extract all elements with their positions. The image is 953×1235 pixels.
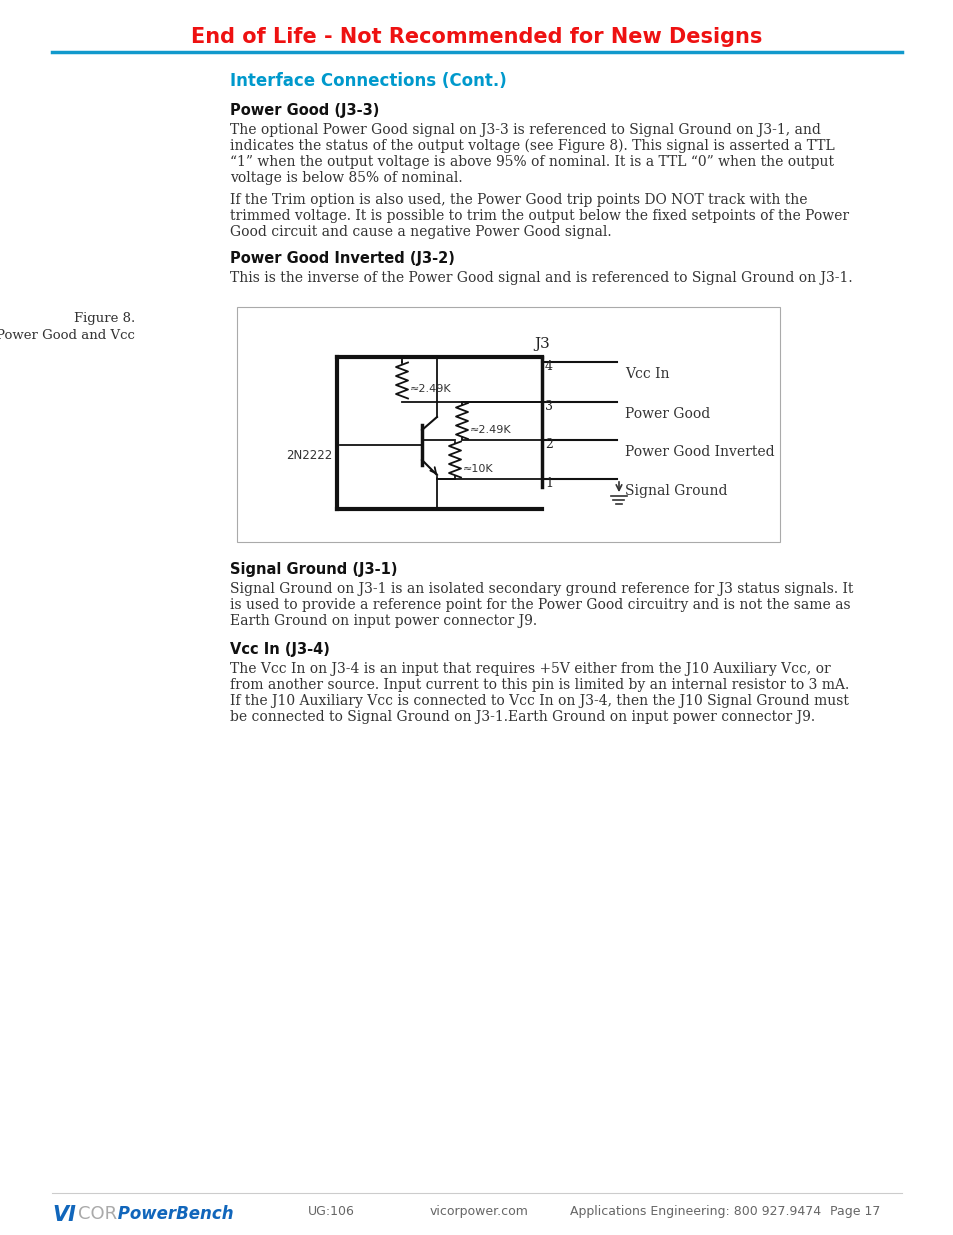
Text: Power Good Inverted: Power Good Inverted	[624, 445, 774, 459]
Text: indicates the status of the output voltage (see Figure 8). This signal is assert: indicates the status of the output volta…	[230, 140, 834, 153]
Text: Vcc In: Vcc In	[624, 367, 669, 382]
Text: 4: 4	[544, 359, 553, 373]
Text: ≈10K: ≈10K	[462, 463, 493, 473]
Text: If the Trim option is also used, the Power Good trip points DO NOT track with th: If the Trim option is also used, the Pow…	[230, 193, 806, 207]
Text: Page 17: Page 17	[829, 1205, 880, 1218]
Text: Signal Ground: Signal Ground	[624, 484, 727, 498]
Text: VI: VI	[52, 1205, 76, 1225]
Text: Good circuit and cause a negative Power Good signal.: Good circuit and cause a negative Power …	[230, 225, 611, 240]
Text: 3: 3	[544, 400, 553, 412]
Text: The optional Power Good signal on J3-3 is referenced to Signal Ground on J3-1, a: The optional Power Good signal on J3-3 i…	[230, 124, 820, 137]
Text: J3: J3	[534, 337, 549, 351]
Text: Power Good Inverted (J3-2): Power Good Inverted (J3-2)	[230, 251, 455, 266]
Bar	[236, 308, 780, 542]
Text: is used to provide a reference point for the Power Good circuitry and is not the: is used to provide a reference point for…	[230, 598, 850, 613]
Text: End of Life - Not Recommended for New Designs: End of Life - Not Recommended for New De…	[192, 27, 761, 47]
Text: Vcc In (J3-4): Vcc In (J3-4)	[230, 642, 330, 657]
Text: Earth Ground on input power connector J9.: Earth Ground on input power connector J9…	[230, 614, 537, 629]
Text: Power Good and Vcc: Power Good and Vcc	[0, 329, 135, 342]
Text: This is the inverse of the Power Good signal and is referenced to Signal Ground : This is the inverse of the Power Good si…	[230, 270, 852, 285]
Text: UG:106: UG:106	[308, 1205, 355, 1218]
Text: Power Good: Power Good	[624, 408, 709, 421]
Text: vicorpower.com: vicorpower.com	[430, 1205, 528, 1218]
Text: voltage is below 85% of nominal.: voltage is below 85% of nominal.	[230, 170, 462, 185]
Text: COR: COR	[78, 1205, 117, 1223]
Text: Signal Ground (J3-1): Signal Ground (J3-1)	[230, 562, 397, 577]
Text: ≈2.49K: ≈2.49K	[470, 425, 511, 435]
Text: 2: 2	[544, 438, 553, 451]
Text: Applications Engineering: 800 927.9474: Applications Engineering: 800 927.9474	[569, 1205, 821, 1218]
Text: be connected to Signal Ground on J3-1.Earth Ground on input power connector J9.: be connected to Signal Ground on J3-1.Ea…	[230, 710, 814, 724]
Text: Signal Ground on J3-1 is an isolated secondary ground reference for J3 status si: Signal Ground on J3-1 is an isolated sec…	[230, 582, 853, 597]
Text: Power Good (J3-3): Power Good (J3-3)	[230, 103, 379, 119]
Text: ≈2.49K: ≈2.49K	[410, 384, 451, 394]
Text: Figure 8.: Figure 8.	[73, 312, 135, 325]
Text: Interface Connections (Cont.): Interface Connections (Cont.)	[230, 72, 506, 90]
Text: trimmed voltage. It is possible to trim the output below the fixed setpoints of : trimmed voltage. It is possible to trim …	[230, 209, 848, 224]
Text: 2N2222: 2N2222	[286, 450, 332, 462]
Text: The Vcc In on J3-4 is an input that requires +5V either from the J10 Auxiliary V: The Vcc In on J3-4 is an input that requ…	[230, 662, 830, 676]
Text: If the J10 Auxiliary Vcc is connected to Vcc In on J3-4, then the J10 Signal Gro: If the J10 Auxiliary Vcc is connected to…	[230, 694, 848, 708]
Text: from another source. Input current to this pin is limited by an internal resisto: from another source. Input current to th…	[230, 678, 848, 692]
Text: “1” when the output voltage is above 95% of nominal. It is a TTL “0” when the ou: “1” when the output voltage is above 95%…	[230, 156, 833, 169]
Text: 1: 1	[544, 477, 553, 490]
Text: PowerBench: PowerBench	[112, 1205, 233, 1223]
